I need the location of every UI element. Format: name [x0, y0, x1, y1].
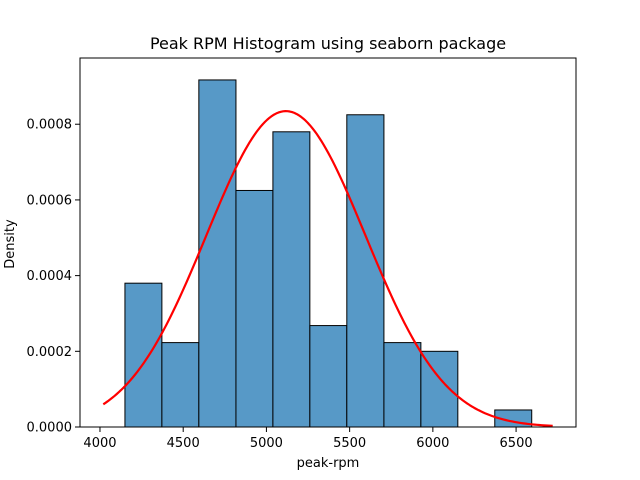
y-tick-label-1: 0.0002 [27, 345, 73, 360]
x-tick-label-2: 5000 [250, 436, 283, 451]
y-axis-label: Density [3, 219, 18, 269]
histogram-bars [124, 79, 533, 428]
x-tick-label-3: 5500 [333, 436, 366, 451]
histogram-bar-8 [420, 350, 459, 428]
x-tick-label-0: 4000 [83, 436, 116, 451]
histogram-bar-0 [124, 282, 163, 428]
y-tick-label-2: 0.0004 [27, 269, 73, 284]
normal-density-curve [102, 110, 553, 427]
x-axis-label: peak-rpm [297, 456, 360, 471]
x-axis-ticks: 4000 4500 5000 5500 6000 6500 [83, 427, 533, 451]
density-curve-layer [102, 110, 553, 427]
y-tick-label-0: 0.0000 [27, 421, 73, 436]
histogram-bar-2 [198, 79, 237, 428]
histogram-bar-6 [346, 114, 385, 428]
plot-frame [79, 57, 577, 428]
chart-title: Peak RPM Histogram using seaborn package [150, 34, 506, 53]
histogram-bar-4 [272, 131, 311, 428]
y-tick-label-3: 0.0006 [27, 193, 73, 208]
x-tick-label-5: 6500 [500, 436, 533, 451]
histogram-bar-3 [235, 189, 274, 428]
x-tick-label-1: 4500 [167, 436, 200, 451]
x-tick-label-4: 6000 [416, 436, 449, 451]
y-axis-ticks: 0.0000 0.0002 0.0004 0.0006 0.0008 [27, 118, 80, 436]
histogram-bar-5 [309, 325, 348, 428]
histogram-bar-1 [161, 342, 200, 428]
y-tick-label-4: 0.0008 [27, 118, 73, 133]
histogram-bar-7 [383, 342, 422, 428]
